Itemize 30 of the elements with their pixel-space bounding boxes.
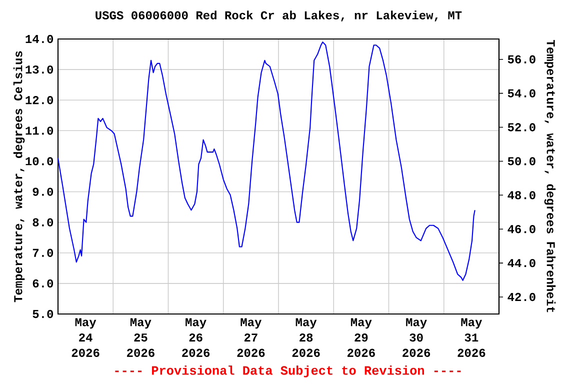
y2-tick-label: 44.0 <box>508 258 536 268</box>
x-tick-label: May 28 2026 <box>292 318 320 357</box>
y-tick-label: 13.0 <box>26 65 54 74</box>
y-tick-label: 14.0 <box>26 34 54 44</box>
y-tick-label: 7.0 <box>32 248 54 257</box>
x-tick-label: May 29 2026 <box>347 318 375 357</box>
y2-tick-label: 50.0 <box>508 157 536 166</box>
text: ---- Provisional Data Subject to Revision ---- <box>115 365 461 378</box>
y-axis-title: Temperature, water, degrees Celsius <box>13 51 25 302</box>
y-tick-label: 9.0 <box>32 188 54 196</box>
x-tick-label: May 31 2026 <box>458 318 486 357</box>
y2-tick-label: 54.0 <box>508 89 536 98</box>
y-tick-label: 10.0 <box>26 157 54 166</box>
y2-tick-label: 42.0 <box>508 292 536 302</box>
y-tick-label: 5.0 <box>32 310 54 318</box>
y2-tick-label: 48.0 <box>508 191 536 200</box>
x-tick-label: May 30 2026 <box>402 318 430 357</box>
x-tick-label: May 27 2026 <box>237 318 265 357</box>
y-tick-label: 12.0 <box>26 96 54 104</box>
y2-tick-label: 52.0 <box>508 123 536 132</box>
y-tick-label: 6.0 <box>32 279 54 288</box>
y2-axis-title: Temperature, water, degrees Fahrenheit <box>544 40 556 312</box>
y-tick-label: 8.0 <box>32 218 54 226</box>
y-tick-label: 11.0 <box>26 126 54 135</box>
x-tick-label: May 24 2026 <box>72 318 100 357</box>
y2-tick-label: 46.0 <box>508 225 536 234</box>
y2-tick-label: 56.0 <box>508 55 536 64</box>
x-tick-label: May 25 2026 <box>127 318 154 357</box>
x-tick-label: May 26 2026 <box>182 318 210 357</box>
chart-title: USGS 06006000 Red Rock Cr ab Lakes, nr Lakeview, MT <box>96 10 462 22</box>
